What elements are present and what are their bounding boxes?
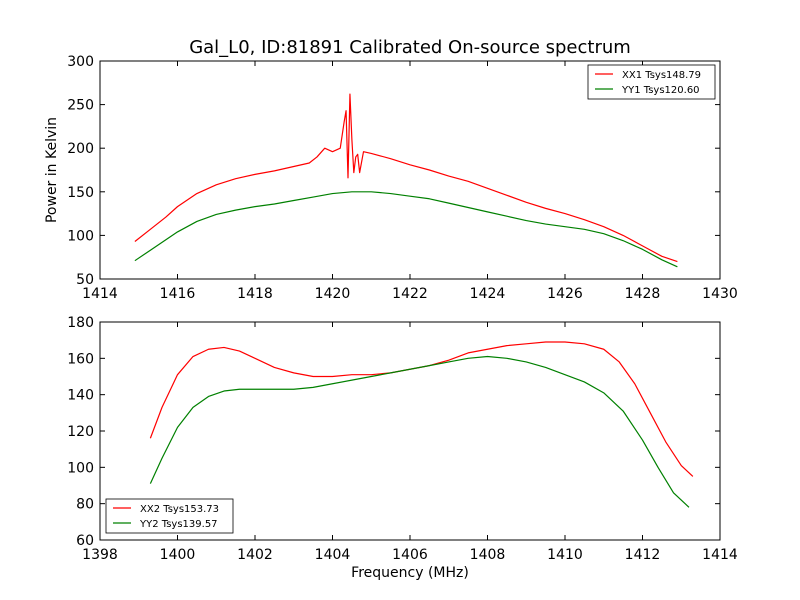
bottom-x-tick-label: 1412 [625, 547, 661, 563]
bottom-x-tick-label: 1404 [315, 547, 351, 563]
bottom-y-tick-label: 80 [76, 497, 94, 513]
top-series-line-0 [134, 93, 678, 263]
top-x-tick-label: 1414 [82, 286, 118, 302]
figure-title: Gal_L0, ID:81891 Calibrated On-source sp… [189, 37, 631, 58]
bottom-legend-box [105, 498, 234, 534]
bottom-plot-legend: XX2 Tsys153.73 YY2 Tsys139.57 [105, 498, 234, 534]
top-y-tick-label: 100 [67, 228, 94, 244]
top-y-tick-label: 150 [67, 185, 94, 201]
bottom-y-tick-label: 100 [67, 460, 94, 476]
top-x-tick-label: 1424 [470, 286, 506, 302]
bottom-y-tick-label: 140 [67, 388, 94, 404]
bottom-x-tick-label: 1398 [82, 547, 118, 563]
top-plot-y-axis-label: Power in Kelvin [44, 117, 60, 223]
bottom-legend-label-xx2: XX2 Tsys153.73 [140, 504, 219, 515]
top-x-tick-label: 1418 [237, 286, 273, 302]
bottom-plot: 1398 1400 1402 1404 1406 1408 1410 1412 1414 60 80… [67, 315, 738, 581]
bottom-x-tick-label: 1400 [160, 547, 196, 563]
bottom-series-line-1 [149, 355, 690, 508]
bottom-y-tick-label: 60 [76, 533, 94, 549]
top-legend-label-xx1: XX1 Tsys148.79 [622, 70, 701, 81]
bottom-x-tick-label: 1408 [470, 547, 506, 563]
top-x-tick-label: 1416 [160, 286, 196, 302]
bottom-plot-frame [99, 321, 721, 541]
bottom-y-tick-label: 180 [67, 315, 94, 331]
bottom-y-tick-label: 120 [67, 424, 94, 440]
top-series-line-1 [134, 191, 678, 268]
top-y-tick-label: 50 [76, 272, 94, 288]
top-legend-box [587, 64, 716, 100]
top-plot-series-layer [134, 93, 678, 268]
bottom-legend-label-yy2: YY2 Tsys139.57 [139, 519, 218, 530]
bottom-x-tick-label: 1406 [392, 547, 428, 563]
bottom-x-tick-label: 1410 [547, 547, 583, 563]
top-legend-label-yy1: YY1 Tsys120.60 [621, 85, 700, 96]
top-y-tick-label: 250 [67, 98, 94, 114]
top-plot-ticks: 1414 1416 1418 1420 1422 1424 1426 1428 1430 50 10… [67, 54, 738, 302]
bottom-plot-x-axis-label: Frequency (MHz) [351, 565, 469, 581]
top-y-tick-label: 300 [67, 54, 94, 70]
top-x-tick-label: 1420 [315, 286, 351, 302]
bottom-x-tick-label: 1402 [237, 547, 273, 563]
top-x-tick-label: 1428 [625, 286, 661, 302]
top-y-tick-label: 200 [67, 141, 94, 157]
bottom-x-tick-label: 1414 [702, 547, 738, 563]
top-plot-frame [99, 60, 721, 280]
top-x-tick-label: 1422 [392, 286, 428, 302]
bottom-plot-series-layer [149, 341, 694, 508]
bottom-y-tick-label: 160 [67, 351, 94, 367]
top-plot-legend: XX1 Tsys148.79 YY1 Tsys120.60 [587, 64, 716, 100]
bottom-plot-ticks: 1398 1400 1402 1404 1406 1408 1410 1412 1414 60 80… [67, 315, 738, 563]
top-x-tick-label: 1426 [547, 286, 583, 302]
top-plot: 1414 1416 1418 1420 1422 1424 1426 1428 1430 50 10… [44, 54, 738, 302]
top-x-tick-label: 1430 [702, 286, 738, 302]
